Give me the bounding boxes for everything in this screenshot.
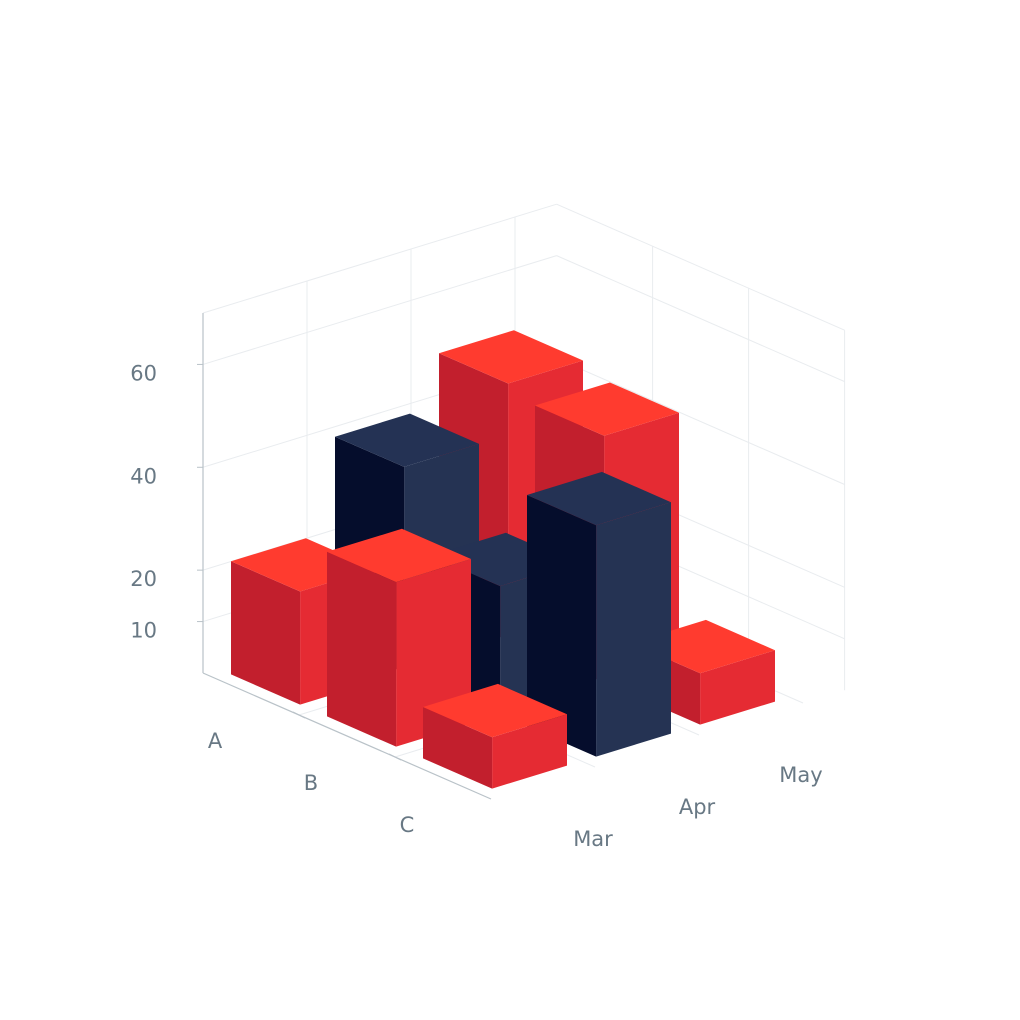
- left-wall-gridline: [202, 255, 557, 365]
- bar-top-face: [439, 330, 583, 384]
- y-tick-label: May: [779, 763, 822, 787]
- y-tick-label: Apr: [679, 795, 716, 819]
- bar-C-Mar: [423, 683, 567, 789]
- z-tick-label: 10: [130, 619, 157, 643]
- bar-front-face: [700, 650, 775, 725]
- bar-C-Apr: [527, 471, 671, 757]
- labels-layer: 10 20 40 60 A B C Mar Apr May: [130, 361, 822, 851]
- z-tick-label: 20: [130, 567, 157, 591]
- bar-front-face: [492, 714, 567, 789]
- x-tick-label: B: [304, 771, 318, 795]
- right-wall-gridline: [556, 203, 845, 331]
- bar-side-face: [327, 551, 397, 747]
- left-wall-gridline: [202, 203, 557, 314]
- y-tick-label: Mar: [573, 827, 613, 851]
- bar-side-face: [423, 707, 493, 789]
- z-tick-label: 60: [130, 361, 157, 385]
- bar-B-Mar: [327, 528, 471, 747]
- x-tick: [292, 711, 306, 719]
- bar-top-face: [423, 683, 567, 738]
- z-tick-label: 40: [130, 464, 157, 488]
- x-tick: [388, 753, 402, 761]
- x-tick-label: A: [208, 729, 223, 753]
- x-tick-label: C: [400, 813, 415, 837]
- bar-top-face: [327, 528, 471, 583]
- bar-top-face: [335, 413, 479, 467]
- right-wall-gridline: [556, 358, 845, 485]
- right-wall-gridline: [556, 255, 845, 383]
- x-axis-line: [202, 672, 492, 800]
- bar-side-face: [231, 561, 301, 705]
- bar-top-face: [527, 471, 671, 526]
- bar-front-face: [596, 502, 671, 757]
- bars-layer: [231, 330, 775, 789]
- bar-side-face: [527, 495, 597, 757]
- bar-top-face: [535, 382, 679, 436]
